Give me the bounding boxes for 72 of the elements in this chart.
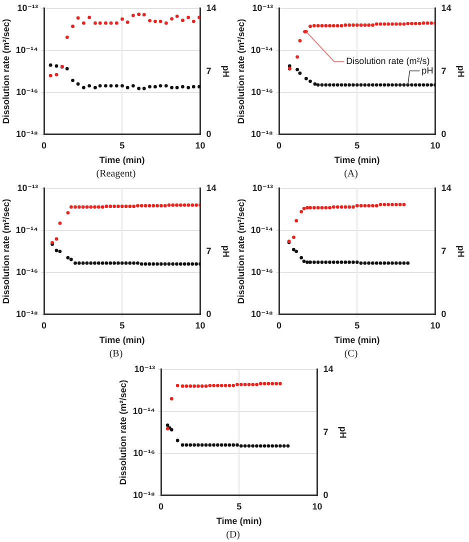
- x-tick-label: 5: [120, 140, 125, 150]
- y-tick-label: 10⁻¹⁶: [16, 86, 38, 97]
- y-tick-label: 10⁻¹⁴: [132, 406, 156, 416]
- x-tick-label: 5: [354, 320, 360, 330]
- y-tick-label: 10⁻¹⁸: [16, 128, 38, 139]
- x-tick-label: 5: [120, 320, 125, 330]
- y-tick-label: 10⁻¹⁶: [251, 266, 274, 277]
- y2-tick-label: 7: [323, 426, 328, 437]
- text: (D): [226, 530, 240, 541]
- y-tick-label: 10⁻¹⁸: [250, 308, 274, 319]
- y2-tick-label: 14: [441, 2, 452, 13]
- y2-tick-label: 14: [441, 182, 452, 193]
- y2-axis-title: pH: [221, 65, 232, 78]
- text: (Reagent): [96, 168, 136, 180]
- y-tick-label: 10⁻¹⁴: [250, 224, 274, 235]
- x-tick-label: 5: [354, 140, 360, 150]
- y-axis-title: Dissolution rate (m²/sec): [0, 198, 11, 304]
- y2-tick-label: 0: [206, 308, 212, 319]
- y-tick-label: 10⁻¹⁸: [250, 128, 274, 139]
- x-tick-label: 5: [236, 501, 242, 512]
- x-tick-label: 0: [42, 320, 47, 330]
- y-tick-label: 10⁻¹³: [17, 182, 38, 193]
- y-tick-label: 10⁻¹³: [252, 2, 274, 13]
- x-tick-label: 10: [195, 140, 206, 150]
- y2-tick-label: 0: [441, 128, 446, 139]
- x-tick-label: 10: [195, 320, 206, 330]
- text: Disolution rate (m²/s): [346, 56, 430, 66]
- y-tick-label: 10⁻¹⁴: [16, 44, 38, 55]
- y2-axis-title: pH: [221, 245, 232, 258]
- y2-tick-label: 14: [206, 182, 216, 193]
- x-tick-label: 10: [430, 320, 440, 330]
- x-tick-label: 0: [42, 140, 47, 150]
- y2-tick-label: 14: [323, 364, 334, 374]
- y2-tick-label: 7: [206, 246, 212, 256]
- y2-tick-label: 0: [323, 490, 328, 500]
- text: (B): [109, 348, 123, 360]
- y-tick-label: 10⁻¹³: [17, 2, 38, 13]
- x-tick-label: 10: [430, 140, 440, 150]
- y-axis-title: Dissolution rate (m²/sec): [236, 18, 246, 124]
- x-tick-label: 0: [276, 140, 282, 150]
- text: (C): [344, 348, 358, 360]
- y2-tick-label: 7: [441, 66, 446, 76]
- y-tick-label: 10⁻¹³: [252, 182, 274, 193]
- y2-tick-label: 0: [441, 308, 446, 319]
- text: (A): [344, 168, 358, 180]
- y2-tick-label: 0: [206, 128, 212, 139]
- y-tick-label: 10⁻¹⁶: [133, 448, 156, 458]
- y-tick-label: 10⁻¹⁸: [132, 490, 156, 500]
- y-tick-label: 10⁻¹⁴: [16, 224, 38, 235]
- y-axis-title: Dissolution rate (m²/sec): [236, 198, 246, 304]
- x-tick-label: 10: [312, 501, 322, 512]
- y2-tick-label: 14: [206, 2, 216, 13]
- x-axis-title: Time (min): [99, 155, 145, 166]
- x-axis-title: Time (min): [216, 516, 262, 526]
- y-tick-label: 10⁻¹⁴: [250, 44, 274, 55]
- y2-tick-label: 7: [441, 246, 446, 256]
- x-axis-title: Time (min): [334, 335, 380, 346]
- y-tick-label: 10⁻¹⁶: [16, 266, 38, 277]
- series-label: pH: [422, 65, 434, 76]
- y-tick-label: 10⁻¹³: [134, 364, 156, 374]
- y-axis-title: Dissolution rate (m²/sec): [0, 18, 11, 124]
- x-tick-label: 0: [276, 320, 282, 330]
- y-axis-title: Dissolution rate (m²/sec): [118, 380, 128, 485]
- x-axis-title: Time (min): [334, 155, 380, 166]
- y2-tick-label: 7: [206, 66, 212, 76]
- y-tick-label: 10⁻¹⁸: [16, 308, 38, 319]
- y2-axis-title: pH: [338, 426, 348, 438]
- x-tick-label: 0: [158, 501, 164, 512]
- x-axis-title: Time (min): [99, 335, 145, 346]
- y-tick-label: 10⁻¹⁶: [251, 86, 274, 97]
- y2-axis-title: pH: [456, 245, 466, 258]
- y2-axis-title: pH: [456, 65, 466, 78]
